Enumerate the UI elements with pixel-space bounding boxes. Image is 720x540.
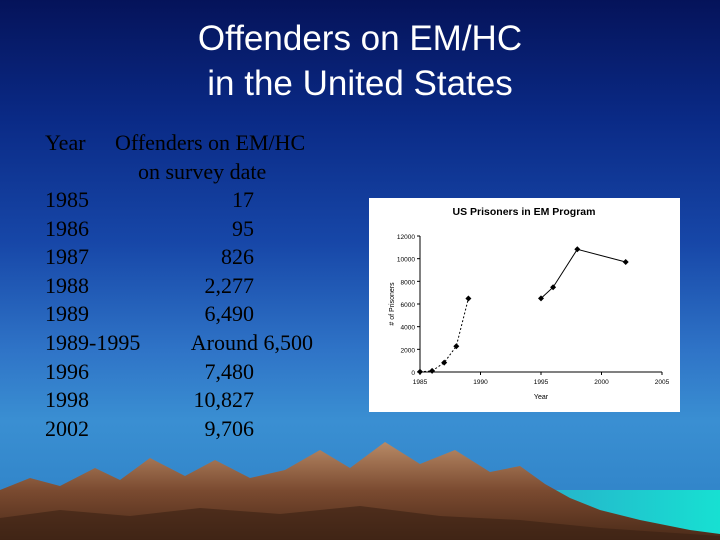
table-header-value-line-2: on survey date (138, 159, 267, 184)
row-value: 10,827 (193, 387, 255, 413)
x-tick-label: 2000 (594, 379, 609, 386)
data-point-marker (429, 367, 436, 374)
title-line-2: in the United States (207, 64, 513, 103)
row-year: 1989 (45, 301, 89, 327)
table-header-value-line-1: Offenders on EM/HC (115, 130, 306, 155)
foothills (0, 506, 720, 540)
data-point-marker (574, 246, 581, 253)
row-year: 2002 (45, 415, 89, 441)
chart-title: US Prisoners in EM Program (453, 206, 596, 218)
row-value: 2,277 (204, 272, 255, 298)
row-value: 6,490 (204, 301, 255, 327)
row-year: 1988 (45, 272, 89, 298)
y-tick-label: 12000 (397, 234, 415, 241)
data-point-marker (550, 284, 557, 291)
slide-title: Offenders on EM/HC in the United States (150, 16, 570, 106)
table-row: 2002 9,706 (45, 416, 345, 444)
table-row: 1987 826 (45, 244, 345, 272)
y-tick-label: 10000 (397, 257, 415, 264)
row-value: 9,706 (204, 415, 255, 441)
row-value: 95 (232, 215, 254, 241)
mountain-landscape (0, 442, 720, 540)
y-tick-label: 0 (411, 370, 415, 377)
table-row: 1985 17 (45, 187, 345, 215)
table-row: 1986 95 (45, 216, 345, 244)
data-point-marker (465, 295, 472, 302)
data-point-marker (453, 343, 460, 350)
series-line (540, 248, 626, 299)
table-row: 1988 2,277 (45, 273, 345, 301)
x-tick-label: 1985 (413, 379, 428, 386)
table-row: 1996 7,480 (45, 359, 345, 387)
y-tick-label: 2000 (401, 347, 416, 354)
table-header-year: Year (45, 130, 86, 155)
row-year: 1985 (45, 187, 89, 212)
row-year: 1986 (45, 215, 89, 241)
x-tick-label: 1990 (473, 379, 488, 386)
row-year: 1998 (45, 387, 89, 413)
series-line (419, 298, 469, 373)
y-tick-label: 6000 (401, 302, 416, 309)
x-tick-label: 1995 (534, 379, 549, 386)
data-point-marker (441, 359, 448, 366)
row-year: 1987 (45, 244, 89, 270)
y-tick-label: 8000 (401, 279, 416, 286)
row-value: 17 (232, 187, 254, 212)
x-axis-label: Year (534, 394, 549, 401)
row-value: Around 6,500 (190, 330, 313, 355)
row-value: 826 (221, 244, 254, 270)
data-point-marker (622, 258, 629, 265)
line-chart: US Prisoners in EM Program 0 2000 4000 6000 8… (389, 206, 670, 401)
x-tick-label: 2005 (655, 379, 670, 386)
row-year: 1989-1995 (45, 330, 141, 355)
table-row: 1989-1995 Around 6,500 (45, 330, 345, 358)
table-row: 1989 6,490 (45, 301, 345, 329)
title-line-1: Offenders on EM/HC (197, 19, 523, 58)
chart-panel: US Prisoners in EM Program 0 2000 4000 6000 8… (369, 198, 680, 412)
data-point-marker (417, 368, 423, 375)
data-point-marker (538, 295, 544, 302)
y-tick-label: 4000 (401, 325, 416, 332)
row-year: 1996 (45, 358, 89, 384)
row-value: 7,480 (204, 358, 255, 384)
y-axis-label: # of Prisoners (389, 282, 396, 326)
table-row: 1998 10,827 (45, 387, 345, 415)
